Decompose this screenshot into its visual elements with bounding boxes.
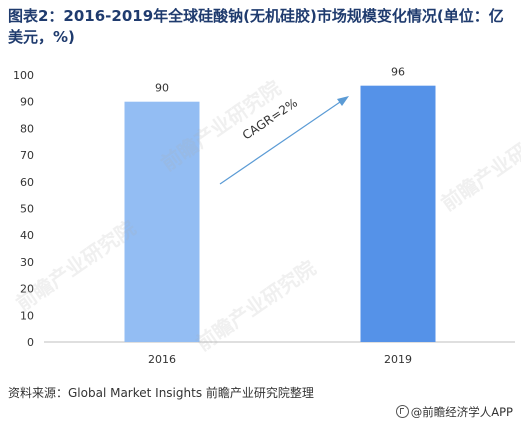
chart-title: 图表2：2016-2019年全球硅酸钠(无机硅胶)市场规模变化情况(单位：亿美元… <box>8 7 504 46</box>
y-tick-label: 20 <box>20 283 34 296</box>
cagr-arrowhead <box>337 96 349 106</box>
y-tick-label: 60 <box>20 176 34 189</box>
x-axis-labels: 2016 2019 <box>148 353 412 366</box>
y-tick-label: 70 <box>20 149 34 162</box>
brand-logo-icon <box>395 405 409 418</box>
y-tick-label: 80 <box>20 122 34 135</box>
brand-text: @前瞻经济学人APP <box>410 405 513 419</box>
bars <box>124 85 436 343</box>
y-tick-label: 90 <box>20 96 34 109</box>
data-label: 90 <box>155 82 169 95</box>
y-tick-label: 50 <box>20 203 34 216</box>
bar-2016 <box>124 101 200 342</box>
y-tick-label: 0 <box>27 336 34 349</box>
cagr-arrow <box>219 99 344 185</box>
x-tick-label: 2016 <box>148 353 176 366</box>
data-labels: 90 96 <box>155 66 405 95</box>
bar-2019 <box>360 85 436 343</box>
cagr-annotation: CAGR=2% <box>219 96 349 185</box>
y-tick-label: 10 <box>20 309 34 322</box>
data-label: 96 <box>391 66 405 79</box>
y-tick-label: 100 <box>13 69 34 82</box>
brand-label: @前瞻经济学人APP <box>395 404 513 420</box>
y-tick-label: 30 <box>20 256 34 269</box>
source-note: 资料来源：Global Market Insights 前瞻产业研究院整理 <box>8 386 314 400</box>
y-tick-label: 40 <box>20 229 34 242</box>
x-tick-label: 2019 <box>384 353 412 366</box>
y-axis-ticks: 0 10 20 30 40 50 60 70 80 90 100 <box>13 69 34 349</box>
